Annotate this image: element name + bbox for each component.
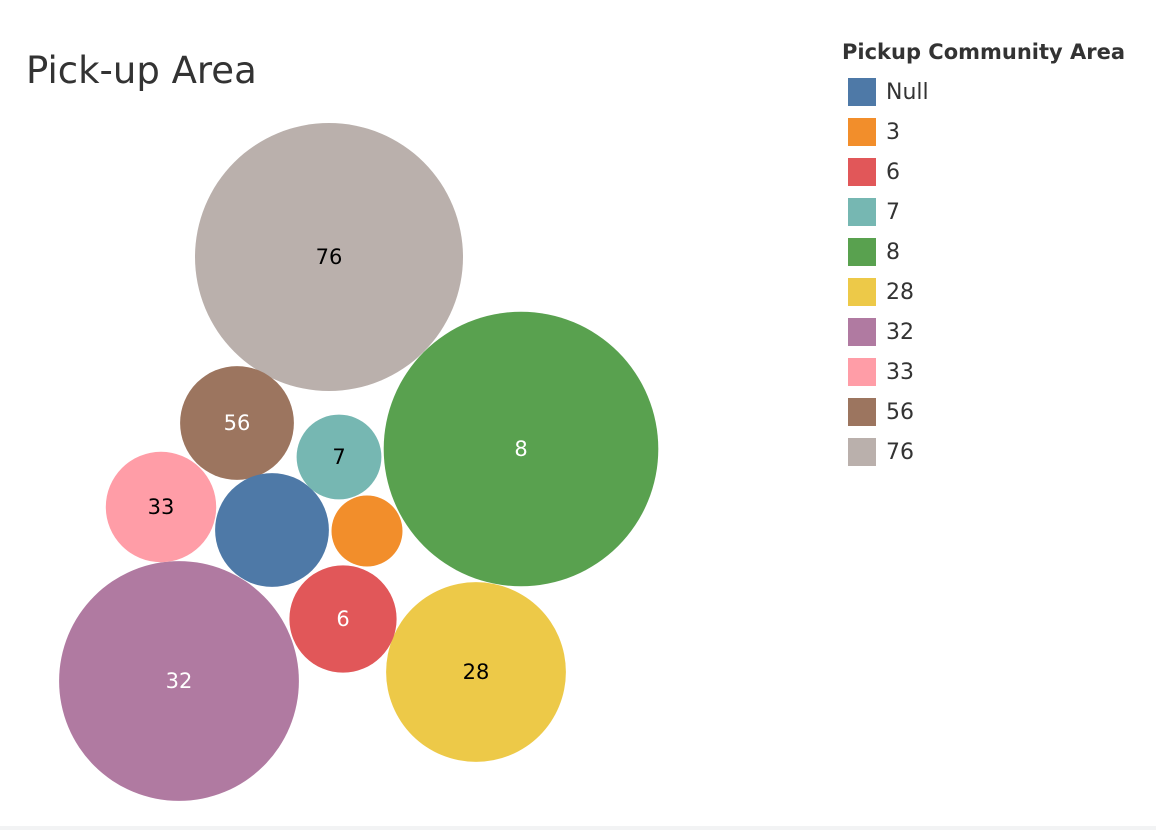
bubble-32[interactable] xyxy=(59,561,299,801)
legend-swatch xyxy=(848,78,876,106)
bubble-3[interactable] xyxy=(331,495,403,567)
legend-label: 76 xyxy=(886,439,914,465)
legend-swatch xyxy=(848,398,876,426)
legend-swatch xyxy=(848,198,876,226)
legend-item-8[interactable]: 8 xyxy=(842,232,1142,272)
chart-title: Pick-up Area xyxy=(26,49,257,92)
bubble-label-32: 32 xyxy=(166,669,193,693)
bubble-label-8: 8 xyxy=(514,437,527,461)
bubble-null[interactable] xyxy=(215,473,329,587)
legend-swatch xyxy=(848,358,876,386)
legend-label: 3 xyxy=(886,119,900,145)
legend-swatch xyxy=(848,318,876,346)
legend-title: Pickup Community Area xyxy=(842,40,1126,64)
legend-label: 8 xyxy=(886,239,900,265)
legend-item-33[interactable]: 33 xyxy=(842,352,1142,392)
legend-swatch xyxy=(848,238,876,266)
legend-item-56[interactable]: 56 xyxy=(842,392,1142,432)
bubble-76[interactable] xyxy=(195,123,463,391)
legend-item-28[interactable]: 28 xyxy=(842,272,1142,312)
legend-item-3[interactable]: 3 xyxy=(842,112,1142,152)
legend-label: 28 xyxy=(886,279,914,305)
bubble-8[interactable] xyxy=(383,311,659,587)
legend-label: 32 xyxy=(886,319,914,345)
legend-list: Null 3 6 7 8 28 xyxy=(842,72,1142,472)
bubble-33[interactable] xyxy=(105,451,217,563)
bubble-7[interactable] xyxy=(296,414,382,500)
bubble-label-76: 76 xyxy=(316,245,343,269)
bubble-label-7: 7 xyxy=(332,445,345,469)
legend-item-null[interactable]: Null xyxy=(842,72,1142,112)
footer-strip xyxy=(0,826,1156,830)
legend-item-6[interactable]: 6 xyxy=(842,152,1142,192)
legend-label: 56 xyxy=(886,399,914,425)
legend-item-32[interactable]: 32 xyxy=(842,312,1142,352)
legend-item-76[interactable]: 76 xyxy=(842,432,1142,472)
bubble-6[interactable] xyxy=(289,565,397,673)
bubble-label-33: 33 xyxy=(148,495,175,519)
legend-swatch xyxy=(848,118,876,146)
legend-swatch xyxy=(848,438,876,466)
bubble-56[interactable] xyxy=(180,366,294,480)
bubble-label-28: 28 xyxy=(463,660,490,684)
legend-label: 7 xyxy=(886,199,900,225)
legend-item-7[interactable]: 7 xyxy=(842,192,1142,232)
legend-swatch xyxy=(848,158,876,186)
legend-swatch xyxy=(848,278,876,306)
legend-label: 33 xyxy=(886,359,914,385)
legend-label: Null xyxy=(886,79,929,105)
bubble-label-56: 56 xyxy=(224,411,251,435)
legend-label: 6 xyxy=(886,159,900,185)
bubble-label-6: 6 xyxy=(336,607,349,631)
bubble-28[interactable] xyxy=(386,582,566,762)
legend: Pickup Community Area Null 3 6 7 8 xyxy=(842,36,1142,472)
